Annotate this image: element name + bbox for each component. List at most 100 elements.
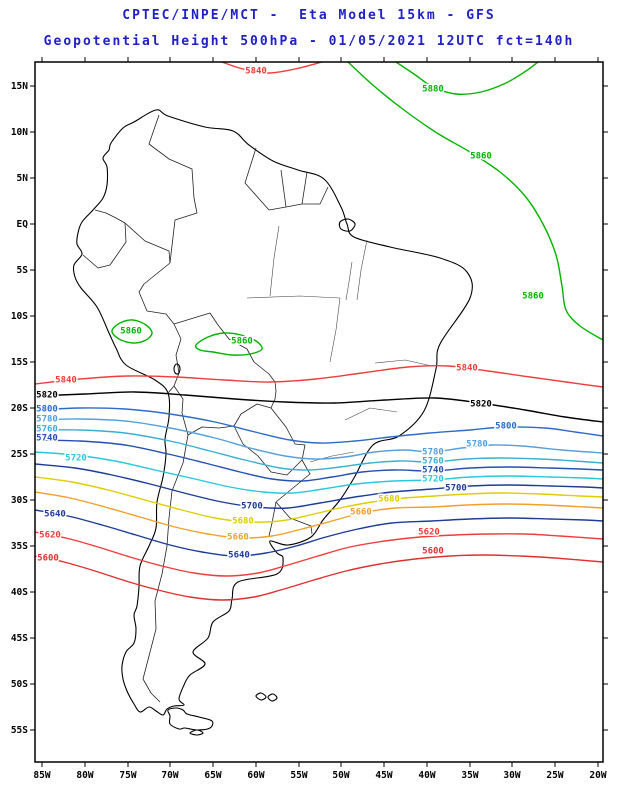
lon-label: 55W <box>290 770 307 781</box>
contour-label-5740: 5740 <box>422 466 444 476</box>
lon-label: 85W <box>33 770 50 781</box>
contour-line-5660 <box>35 491 603 539</box>
lat-label: 30S <box>11 495 28 506</box>
coastline <box>72 109 473 716</box>
lon-label: 60W <box>247 770 264 781</box>
lon-label: 25W <box>546 770 563 781</box>
contour-label-5720: 5720 <box>65 454 87 464</box>
lat-label: 5N <box>17 173 29 184</box>
country-border <box>244 147 270 211</box>
island-outline <box>189 729 204 736</box>
lon-label: 75W <box>119 770 136 781</box>
contour-label-5760: 5760 <box>422 457 444 467</box>
country-border <box>268 186 329 211</box>
contour-label-5820: 5820 <box>36 391 58 401</box>
map-subtitle: Geopotential Height 500hPa - 01/05/2021 … <box>43 34 575 49</box>
map-frame <box>34 61 604 763</box>
lat-label: 15S <box>11 357 28 368</box>
country-border <box>173 312 277 409</box>
contour-line-5700 <box>35 463 603 509</box>
contour-label-5680: 5680 <box>232 517 254 527</box>
contour-label-5780: 5780 <box>422 448 444 458</box>
country-border <box>187 425 235 436</box>
state-border <box>329 297 341 363</box>
lat-label: 20S <box>11 403 28 414</box>
contour-line-5720 <box>35 451 603 494</box>
contour-label-5720: 5720 <box>422 475 444 485</box>
map-title: CPTEC/INPE/MCT - Eta Model 15km - GFS <box>122 8 496 23</box>
contour-label-5700: 5700 <box>445 484 467 494</box>
contour-label-5780: 5780 <box>36 415 58 425</box>
state-borders <box>246 225 433 463</box>
lat-label: 35S <box>11 541 28 552</box>
contour-label-5840: 5840 <box>55 376 77 386</box>
contour-line-5600 <box>35 554 603 601</box>
lat-label: 55S <box>11 725 28 736</box>
lon-label: 80W <box>76 770 93 781</box>
state-border <box>345 261 353 301</box>
contour-label-5800: 5800 <box>36 405 58 415</box>
contour-line-5860 <box>111 319 153 344</box>
lat-label: 45S <box>11 633 28 644</box>
country-border <box>233 425 303 476</box>
country-borders <box>82 114 329 703</box>
lon-label: 45W <box>375 770 392 781</box>
contour-labels: 5840 5880 5860 5860 5860 5860 5840 5840 5820 5820… <box>35 65 546 565</box>
contour-label-5800: 5800 <box>495 422 517 432</box>
country-border <box>275 501 313 535</box>
country-border <box>169 212 198 264</box>
country-border <box>82 222 127 269</box>
state-border <box>344 407 398 421</box>
contour-label-5660: 5660 <box>227 533 249 543</box>
state-border <box>356 239 368 301</box>
contour-line-5820 <box>35 391 603 423</box>
lat-label: 40S <box>11 587 28 598</box>
contour-line-5640 <box>35 509 603 557</box>
contour-label-5740: 5740 <box>36 434 58 444</box>
country-border <box>94 209 171 264</box>
contour-line-5740 <box>35 439 603 482</box>
lat-label: EQ <box>17 219 29 230</box>
contour-label-5860: 5860 <box>231 337 253 347</box>
lat-label: 15N <box>11 81 28 92</box>
contour-label-5860: 5860 <box>522 292 544 302</box>
country-border <box>301 171 308 205</box>
contour-line-5840 <box>221 62 323 74</box>
lat-label: 5S <box>17 265 29 276</box>
contour-line-5800 <box>35 407 603 444</box>
lat-label: 10N <box>11 127 28 138</box>
lon-label: 35W <box>461 770 478 781</box>
state-border <box>269 225 280 297</box>
lat-label: 25S <box>11 449 28 460</box>
lake-outline <box>173 363 181 375</box>
contour-label-5880: 5880 <box>422 85 444 95</box>
country-border <box>138 262 175 325</box>
contour-label-5820: 5820 <box>470 400 492 410</box>
contour-line-5880 <box>395 62 539 95</box>
country-border <box>142 385 189 703</box>
island-outline <box>338 218 356 232</box>
geography-layer <box>72 109 473 736</box>
island-outline <box>267 693 278 702</box>
contour-line-5860 <box>194 332 263 356</box>
contour-label-5660: 5660 <box>350 508 372 518</box>
country-border <box>148 114 198 214</box>
contour-label-5860: 5860 <box>120 327 142 337</box>
lon-label: 20W <box>589 770 606 781</box>
lon-label: 30W <box>503 770 520 781</box>
country-border <box>268 501 277 537</box>
contour-line-5620 <box>35 531 603 577</box>
island-outline <box>255 692 267 701</box>
contour-label-5620: 5620 <box>418 528 440 538</box>
contour-line-5760 <box>35 429 603 471</box>
country-border <box>167 323 182 394</box>
island-outline <box>167 707 214 731</box>
country-border <box>233 403 272 427</box>
contour-label-5600: 5600 <box>422 547 444 557</box>
contour-label-5640: 5640 <box>44 510 66 520</box>
state-border <box>374 359 433 367</box>
contour-label-5840: 5840 <box>245 67 267 77</box>
state-border <box>309 451 355 463</box>
